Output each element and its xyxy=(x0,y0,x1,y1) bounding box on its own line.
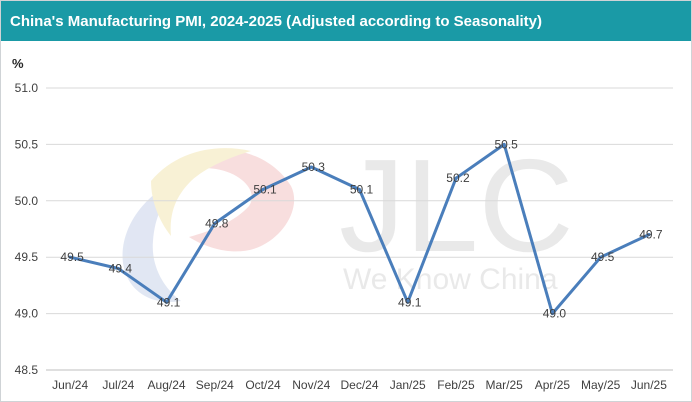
data-label: 49.7 xyxy=(639,228,663,242)
title-bar: China's Manufacturing PMI, 2024-2025 (Ad… xyxy=(1,1,691,41)
x-tick-label: Apr/25 xyxy=(535,378,571,392)
data-point xyxy=(213,221,217,225)
data-point xyxy=(116,266,120,270)
data-point xyxy=(165,300,169,304)
data-label: 49.0 xyxy=(543,307,567,321)
series-group xyxy=(68,142,651,316)
data-point xyxy=(358,188,361,192)
x-tick-label: Sep/24 xyxy=(196,378,234,392)
data-point xyxy=(502,142,506,146)
data-point xyxy=(454,176,458,180)
x-tick-label: Dec/24 xyxy=(340,378,378,392)
watermark-swirl-yellow xyxy=(151,148,251,236)
x-tick-label: Aug/24 xyxy=(148,378,186,392)
x-axis: Jun/24 Jul/24 Aug/24 Sep/24 Oct/24 Nov/24 Dec/… xyxy=(46,369,673,392)
data-point xyxy=(647,233,651,237)
data-label: 50.3 xyxy=(302,160,326,174)
data-point xyxy=(261,188,265,192)
data-point xyxy=(550,312,554,316)
data-label: 49.5 xyxy=(591,250,615,264)
data-label: 49.5 xyxy=(60,250,84,264)
data-label: 50.5 xyxy=(495,137,519,151)
data-label: 50.1 xyxy=(350,183,374,197)
data-point xyxy=(406,300,410,304)
y-tick-label: 50.0 xyxy=(15,194,39,208)
gridlines xyxy=(46,87,673,315)
x-tick-label: Jul/24 xyxy=(102,378,134,392)
data-point xyxy=(309,165,313,169)
data-label: 49.1 xyxy=(398,295,422,309)
y-tick-label: 51.0 xyxy=(15,81,39,95)
x-tick-label: Jun/24 xyxy=(52,378,88,392)
data-label: 50.1 xyxy=(253,183,277,197)
data-label: 50.2 xyxy=(446,171,470,185)
watermark-logo: JLC We Know China xyxy=(122,132,574,302)
x-tick-label: Feb/25 xyxy=(437,378,475,392)
y-axis-ticks: 48.5 49.0 49.5 50.0 50.5 51.0 xyxy=(15,81,39,377)
data-label: 49.4 xyxy=(109,261,133,275)
chart-title: China's Manufacturing PMI, 2024-2025 (Ad… xyxy=(10,12,543,30)
watermark-swirl-blue xyxy=(122,186,181,302)
y-tick-label: 50.5 xyxy=(15,137,39,151)
x-tick-label: May/25 xyxy=(581,378,621,392)
x-tick-label: Jan/25 xyxy=(390,378,426,392)
data-label: 49.1 xyxy=(157,295,181,309)
x-tick-label: Mar/25 xyxy=(486,378,524,392)
x-tick-label: Oct/24 xyxy=(245,378,281,392)
x-tick-label: Jun/25 xyxy=(631,378,667,392)
data-labels: 49.5 49.4 49.1 49.8 50.1 50.3 50.1 49.1 50.2 50.5… xyxy=(60,137,662,320)
y-tick-label: 48.5 xyxy=(15,363,39,377)
y-axis-unit-label: % xyxy=(12,56,24,71)
watermark-tagline: We Know China xyxy=(343,263,558,296)
watermark-swirl-red xyxy=(179,149,295,252)
y-tick-label: 49.5 xyxy=(15,250,39,264)
y-tick-label: 49.0 xyxy=(15,307,39,321)
data-point xyxy=(68,255,72,259)
x-tick-label: Nov/24 xyxy=(292,378,330,392)
data-point xyxy=(599,255,603,259)
data-label: 49.8 xyxy=(205,216,229,230)
